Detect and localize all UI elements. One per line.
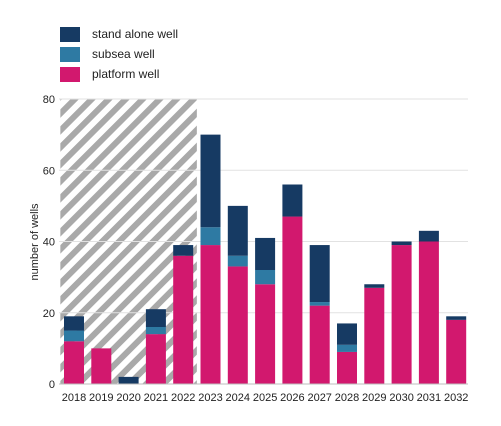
- x-tick-label: 2020: [116, 392, 140, 404]
- bar-segment-subsea-well-2025: [255, 270, 276, 285]
- bar-segment-stand-alone-well-2018: [64, 316, 84, 331]
- x-tick-label: 2018: [62, 392, 86, 404]
- bar-segment-platform-well-2030: [391, 245, 412, 384]
- legend-item-subsea-well: subsea well: [60, 44, 178, 64]
- x-tick-label: 2031: [417, 392, 441, 404]
- bar-segment-platform-well-2028: [337, 351, 357, 384]
- bar-segment-stand-alone-well-2021: [145, 309, 166, 327]
- bar-segment-platform-well-2021: [145, 334, 166, 384]
- bar-segment-platform-well-2019: [91, 348, 112, 384]
- x-tick-label: 2027: [307, 392, 331, 404]
- bar-segment-subsea-well-2027: [309, 302, 330, 306]
- x-tick-label: 2025: [253, 392, 277, 404]
- legend-label-stand-alone-well: stand alone well: [92, 27, 179, 41]
- bar-segment-platform-well-2032: [446, 319, 467, 384]
- bar-segment-stand-alone-well-2024: [227, 205, 248, 256]
- x-tick-label: 2021: [144, 392, 168, 404]
- y-tick-label: 80: [43, 94, 55, 106]
- x-tick-label: 2023: [198, 392, 222, 404]
- bar-segment-platform-well-2031: [418, 241, 439, 384]
- bar-segment-stand-alone-well-2020: [118, 376, 139, 384]
- legend: stand alone well subsea well platform we…: [60, 24, 178, 84]
- x-tick-label: 2019: [89, 392, 113, 404]
- legend-item-platform-well: platform well: [60, 64, 178, 84]
- legend-swatch-platform-well: [60, 66, 80, 82]
- bar-segment-stand-alone-well-2026: [282, 184, 303, 217]
- bar-segment-platform-well-2026: [282, 216, 303, 384]
- x-tick-label: 2022: [171, 392, 195, 404]
- bar-segment-platform-well-2029: [364, 287, 385, 384]
- bar-segment-stand-alone-well-2031: [418, 230, 439, 242]
- legend-label-platform-well: platform well: [92, 67, 160, 81]
- x-tick-label: 2026: [280, 392, 304, 404]
- bar-segment-platform-well-2025: [255, 284, 276, 384]
- legend-swatch-stand-alone-well: [60, 26, 80, 42]
- bar-segment-subsea-well-2024: [227, 255, 248, 267]
- y-tick-label: 60: [43, 165, 55, 177]
- bar-segment-stand-alone-well-2032: [446, 316, 467, 320]
- bar-segment-stand-alone-well-2030: [391, 241, 412, 246]
- bar-segment-stand-alone-well-2027: [309, 245, 330, 303]
- bar-segment-subsea-well-2021: [145, 327, 166, 335]
- y-axis-label: number of wells: [29, 203, 41, 281]
- bar-segment-platform-well-2027: [309, 305, 330, 384]
- bar-segment-platform-well-2023: [200, 245, 221, 384]
- x-tick-label: 2032: [444, 392, 468, 404]
- bar-segment-stand-alone-well-2022: [173, 245, 194, 256]
- x-tick-label: 2028: [335, 392, 359, 404]
- x-tick-label: 2030: [389, 392, 413, 404]
- bar-segment-subsea-well-2018: [64, 330, 84, 342]
- x-tick-label: 2029: [362, 392, 386, 404]
- bar-segment-subsea-well-2023: [200, 227, 221, 246]
- y-tick-label: 0: [49, 379, 55, 391]
- bar-segment-platform-well-2024: [227, 266, 248, 384]
- bar-segment-stand-alone-well-2029: [364, 284, 385, 288]
- bar-segment-platform-well-2022: [173, 255, 194, 384]
- y-tick-label: 20: [43, 308, 55, 320]
- x-tick-label: 2024: [226, 392, 250, 404]
- bar-segment-subsea-well-2028: [337, 344, 357, 352]
- legend-label-subsea-well: subsea well: [92, 47, 155, 61]
- bar-segment-stand-alone-well-2025: [255, 237, 276, 270]
- legend-swatch-subsea-well: [60, 46, 80, 62]
- bar-segment-platform-well-2018: [64, 341, 84, 384]
- bar-segment-stand-alone-well-2028: [337, 323, 357, 345]
- y-tick-label: 40: [43, 237, 55, 249]
- legend-item-stand-alone-well: stand alone well: [60, 24, 178, 44]
- bar-segment-stand-alone-well-2023: [200, 134, 221, 228]
